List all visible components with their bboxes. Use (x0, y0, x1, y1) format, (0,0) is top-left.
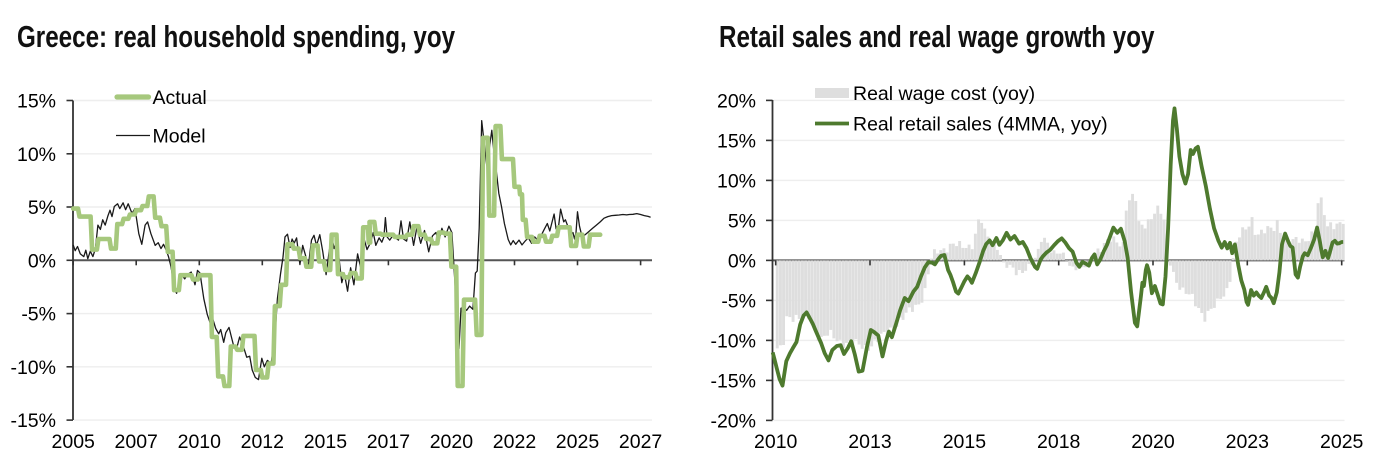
svg-text:Model: Model (153, 126, 206, 148)
svg-text:20%: 20% (717, 90, 756, 112)
svg-text:-10%: -10% (710, 330, 756, 352)
svg-text:2020: 2020 (430, 431, 474, 453)
svg-text:Real retail sales (4MMA, yoy): Real retail sales (4MMA, yoy) (853, 114, 1108, 136)
svg-text:2012: 2012 (241, 431, 284, 453)
svg-text:5%: 5% (728, 210, 756, 232)
svg-text:-5%: -5% (721, 290, 756, 312)
svg-text:2023: 2023 (1226, 431, 1269, 453)
svg-text:10%: 10% (17, 144, 56, 166)
svg-text:2025: 2025 (1320, 431, 1364, 453)
svg-text:2010: 2010 (754, 431, 798, 453)
svg-text:2020: 2020 (1131, 431, 1175, 453)
svg-text:2017: 2017 (367, 431, 410, 453)
svg-text:-20%: -20% (710, 410, 756, 432)
svg-text:10%: 10% (717, 170, 756, 192)
svg-text:2025: 2025 (556, 431, 600, 453)
svg-text:2015: 2015 (304, 431, 348, 453)
svg-text:2018: 2018 (1037, 431, 1080, 453)
svg-text:2013: 2013 (848, 431, 891, 453)
svg-text:-5%: -5% (21, 304, 56, 326)
svg-text:Actual: Actual (153, 87, 207, 109)
svg-text:2005: 2005 (52, 431, 96, 453)
svg-text:5%: 5% (28, 197, 56, 219)
svg-text:2010: 2010 (178, 431, 222, 453)
svg-text:0%: 0% (728, 250, 756, 272)
svg-text:2027: 2027 (619, 431, 662, 453)
svg-text:0%: 0% (28, 250, 56, 272)
svg-text:2007: 2007 (115, 431, 158, 453)
svg-text:-15%: -15% (10, 410, 56, 432)
svg-text:15%: 15% (717, 130, 756, 152)
svg-text:-15%: -15% (710, 370, 756, 392)
svg-text:-10%: -10% (10, 357, 56, 379)
svg-text:2015: 2015 (943, 431, 987, 453)
svg-text:Real wage cost (yoy): Real wage cost (yoy) (853, 83, 1035, 105)
svg-text:2022: 2022 (493, 431, 536, 453)
svg-text:15%: 15% (17, 91, 56, 113)
